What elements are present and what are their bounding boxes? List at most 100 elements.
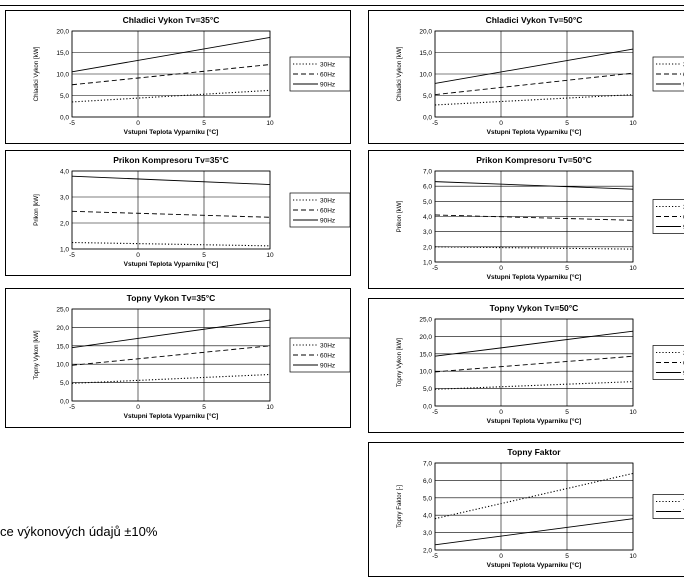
chart-svg: Chladici Vykon Tv=35°C 0,0 5,0 10,0 15,0 20,0… (33, 15, 350, 136)
x-tick-label: 5 (565, 120, 569, 127)
x-tick-label: 0 (136, 252, 140, 259)
plot-frame (434, 462, 634, 551)
y-tick-label: 1,0 (60, 247, 69, 254)
y-tick-label: 5,0 (423, 199, 432, 206)
y-tick-label: 2,0 (423, 244, 432, 251)
y-tick-label: 3,0 (423, 530, 432, 537)
chart-panel-heating-50: Topny Vykon Tv=50°C 0,0 5,0 10,0 15,0 20,0 25,… (368, 298, 684, 433)
x-axis-label: Vstupni Teplota Vyparniku [°C] (487, 273, 582, 281)
y-tick-label: 3,0 (423, 229, 432, 236)
y-tick-label: 20,0 (56, 325, 69, 332)
chart-title: Chladici Vykon Tv=35°C (123, 15, 220, 25)
y-tick-label: 20,0 (419, 334, 432, 341)
y-tick-label: 2,0 (423, 548, 432, 555)
y-tick-label: 10,0 (419, 72, 432, 79)
y-tick-label: 5,0 (423, 93, 432, 100)
legend-label: 90Hz (320, 362, 335, 369)
series-line (71, 64, 271, 86)
chart-title: Topny Faktor (507, 447, 561, 457)
series-line (434, 330, 634, 357)
x-tick-label: -5 (432, 553, 438, 560)
y-axis-label: Chladici Vykon [kW] (396, 46, 403, 101)
legend-box (652, 494, 684, 519)
y-tick-label: 25,0 (419, 317, 432, 324)
y-tick-label: 5,0 (423, 495, 432, 502)
y-tick-label: 10,0 (56, 72, 69, 79)
x-tick-label: 5 (565, 265, 569, 272)
x-tick-label: 0 (136, 404, 140, 411)
x-tick-label: 5 (565, 409, 569, 416)
y-tick-label: 10,0 (419, 369, 432, 376)
series-line (434, 214, 634, 221)
legend-box (289, 337, 350, 373)
y-tick-label: 2,0 (60, 221, 69, 228)
series-line (71, 175, 271, 185)
legend-label: 60Hz (320, 352, 335, 359)
chart-panel-power-50: Prikon Kompresoru Tv=50°C 1,0 2,0 3,0 4,0 5,0… (368, 150, 684, 289)
x-tick-label: -5 (69, 404, 75, 411)
y-axis-label: Topny Vykon [kW] (33, 330, 40, 380)
legend-label: 60Hz (320, 71, 335, 78)
series-line (71, 89, 271, 103)
x-tick-label: 10 (266, 120, 274, 127)
legend-label: 30Hz (320, 197, 335, 204)
series-line (71, 37, 271, 73)
x-axis-label: Vstupni Teplota Vyparniku [°C] (124, 260, 219, 268)
series-line (71, 373, 271, 384)
x-tick-label: 5 (202, 252, 206, 259)
plot-frame (71, 308, 271, 402)
series-line (434, 181, 634, 190)
y-tick-label: 15,0 (419, 50, 432, 57)
x-tick-label: 5 (565, 553, 569, 560)
chart-panel-cooling-35: Chladici Vykon Tv=35°C 0,0 5,0 10,0 15,0 20,0… (5, 10, 351, 144)
x-tick-label: 10 (629, 553, 637, 560)
y-axis-label: Topny Vykon [kW] (396, 338, 403, 388)
x-tick-label: 5 (202, 120, 206, 127)
chart-title: Topny Vykon Tv=50°C (490, 303, 579, 313)
plot-frame (434, 318, 634, 407)
x-tick-label: -5 (432, 409, 438, 416)
y-tick-label: 0,0 (423, 404, 432, 411)
plot-frame (71, 30, 271, 118)
chart-svg: Chladici Vykon Tv=50°C 0,0 5,0 10,0 15,0 20,0… (396, 15, 684, 136)
x-tick-label: 10 (629, 409, 637, 416)
legend-label: 30Hz (320, 342, 335, 349)
y-tick-label: 0,0 (423, 115, 432, 122)
chart-svg: Prikon Kompresoru Tv=50°C 1,0 2,0 3,0 4,0 5,0… (396, 155, 684, 281)
x-tick-label: -5 (69, 120, 75, 127)
legend-label: 90Hz (320, 217, 335, 224)
y-tick-label: 25,0 (56, 307, 69, 314)
y-tick-label: 10,0 (56, 362, 69, 369)
legend-label: 30Hz (320, 61, 335, 68)
y-tick-label: 4,0 (423, 214, 432, 221)
series-line (71, 319, 271, 349)
series-line (434, 48, 634, 84)
y-tick-label: 5,0 (423, 386, 432, 393)
chart-title: Topny Vykon Tv=35°C (127, 293, 216, 303)
y-tick-label: 4,0 (423, 513, 432, 520)
x-tick-label: 0 (499, 409, 503, 416)
y-tick-label: 20,0 (419, 29, 432, 36)
y-tick-label: 4,0 (60, 169, 69, 176)
series-line (434, 94, 634, 106)
y-tick-label: 6,0 (423, 478, 432, 485)
series-line (434, 72, 634, 96)
top-rule (0, 5, 684, 6)
x-tick-label: 10 (629, 120, 637, 127)
x-tick-label: 10 (266, 252, 274, 259)
y-tick-label: 15,0 (56, 343, 69, 350)
y-tick-label: 1,0 (423, 260, 432, 267)
footnote-text: ce výkonových údajů ±10% (0, 524, 158, 539)
chart-title: Prikon Kompresoru Tv=50°C (476, 155, 592, 165)
x-tick-label: -5 (69, 252, 75, 259)
y-tick-label: 5,0 (60, 380, 69, 387)
x-tick-label: 10 (629, 265, 637, 272)
y-tick-label: 6,0 (423, 184, 432, 191)
chart-svg: Prikon Kompresoru Tv=35°C 1,0 2,0 3,0 4,0 -5 0… (33, 155, 350, 268)
plot-frame (71, 170, 271, 250)
x-axis-label: Vstupni Teplota Vyparniku [°C] (487, 417, 582, 425)
y-tick-label: 20,0 (56, 29, 69, 36)
x-tick-label: 10 (266, 404, 274, 411)
chart-panel-cooling-50: Chladici Vykon Tv=50°C 0,0 5,0 10,0 15,0 20,0… (368, 10, 684, 144)
x-axis-label: Vstupni Teplota Vyparniku [°C] (487, 128, 582, 136)
